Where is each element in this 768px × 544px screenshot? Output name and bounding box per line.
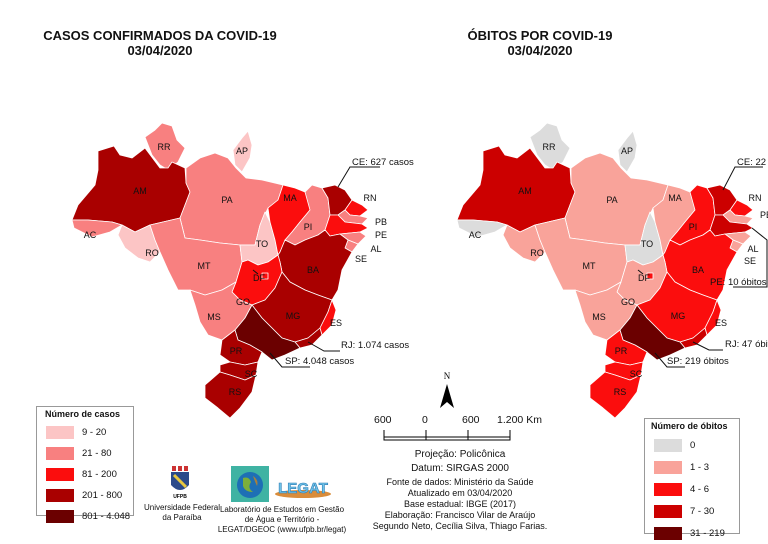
legend-swatch bbox=[46, 468, 74, 481]
state-df[interactable] bbox=[261, 272, 269, 280]
legend-swatch bbox=[654, 460, 682, 474]
cases-title-text: CASOS CONFIRMADOS DA COVID-19 bbox=[43, 28, 277, 43]
deaths-states bbox=[456, 122, 754, 419]
legend-row: 81 - 200 bbox=[46, 464, 133, 485]
authors-text-1: Elaboração: Francisco Vilar de Araújo bbox=[384, 510, 536, 520]
deaths-legend-title: Número de óbitos bbox=[651, 421, 728, 431]
map-credits: Projeção: Policônica Datum: SIRGAS 2000 … bbox=[360, 449, 560, 532]
svg-text:PE: PE bbox=[375, 230, 387, 240]
state-rs[interactable] bbox=[204, 371, 257, 419]
deaths-title-text: ÓBITOS POR COVID-19 bbox=[467, 28, 613, 43]
legend-swatch bbox=[654, 482, 682, 496]
legend-swatch bbox=[654, 438, 682, 452]
state-ro[interactable] bbox=[502, 224, 546, 263]
svg-text:GO: GO bbox=[236, 297, 250, 307]
state-ap[interactable] bbox=[617, 130, 638, 173]
svg-text:PR: PR bbox=[230, 346, 243, 356]
svg-text:MG: MG bbox=[286, 311, 301, 321]
svg-text:PB: PB bbox=[375, 217, 387, 227]
callout-rj-cases: RJ: 1.074 casos bbox=[341, 340, 409, 351]
cases-callouts: CE: 627 casos RJ: 1.074 casos SP: 4.048 … bbox=[252, 157, 414, 368]
svg-text:RO: RO bbox=[145, 248, 159, 258]
north-arrow-icon: N bbox=[440, 371, 454, 408]
svg-text:SE: SE bbox=[355, 254, 367, 264]
svg-text:PA: PA bbox=[221, 195, 232, 205]
ufpb-logo-icon: UFPB bbox=[171, 466, 189, 499]
updated-text: Atualizado em 03/04/2020 bbox=[407, 488, 513, 498]
legend-row: 9 - 20 bbox=[46, 422, 133, 443]
ufpb-caption: Universidade Federal da Paraíba bbox=[143, 503, 221, 522]
svg-text:MT: MT bbox=[198, 261, 211, 271]
legat-globe-logo-icon bbox=[231, 466, 269, 502]
cases-legend: Número de casos 9 - 20 21 - 80 81 - 200 … bbox=[36, 406, 134, 523]
state-ac[interactable] bbox=[456, 219, 508, 238]
legend-swatch bbox=[654, 504, 682, 518]
svg-text:AP: AP bbox=[236, 146, 248, 156]
legend-swatch bbox=[46, 489, 74, 502]
state-rr[interactable] bbox=[144, 122, 186, 171]
svg-text:MA: MA bbox=[283, 193, 297, 203]
svg-text:ES: ES bbox=[330, 318, 342, 328]
cases-state-labels: RR AP AM PA AC RO MT TO MA PI RN PB PE A… bbox=[84, 142, 387, 397]
state-rs[interactable] bbox=[589, 371, 642, 419]
legend-swatch bbox=[654, 526, 682, 540]
svg-text:RR: RR bbox=[158, 142, 171, 152]
deaths-legend: Número de óbitos 0 1 - 3 4 - 6 7 - 30 31… bbox=[644, 418, 740, 540]
deaths-map-title: ÓBITOS POR COVID-19 03/04/2020 bbox=[440, 28, 640, 58]
cases-map-title: CASOS CONFIRMADOS DA COVID-19 03/04/2020 bbox=[40, 28, 280, 58]
legend-row: 21 - 80 bbox=[46, 443, 133, 464]
state-ro[interactable] bbox=[117, 224, 161, 263]
svg-text:DF: DF bbox=[253, 273, 265, 283]
legend-row: 0 bbox=[654, 434, 739, 456]
base-text: Base estadual: IBGE (2017) bbox=[403, 499, 517, 509]
authors-text-2: Segundo Neto, Cecília Silva, Thiago Fari… bbox=[372, 521, 548, 531]
projection-text: Projeção: Policônica bbox=[414, 449, 506, 460]
state-df[interactable] bbox=[646, 272, 654, 280]
legend-row: 801 - 4.048 bbox=[46, 506, 133, 527]
legat-caption: Laboratório de Estudos em Gestão de Água… bbox=[217, 505, 347, 534]
svg-text:AL: AL bbox=[370, 244, 381, 254]
state-ac[interactable] bbox=[71, 219, 123, 238]
source-text: Fonte de dados: Ministério da Saúde bbox=[386, 477, 534, 487]
scale-bar-graphic bbox=[383, 430, 511, 441]
state-pr[interactable] bbox=[219, 329, 263, 366]
svg-text:LEGAT: LEGAT bbox=[278, 480, 328, 497]
cases-title-date: 03/04/2020 bbox=[127, 43, 193, 58]
svg-text:AM: AM bbox=[133, 186, 147, 196]
legend-row: 201 - 800 bbox=[46, 485, 133, 506]
datum-text: Datum: SIRGAS 2000 bbox=[411, 463, 509, 474]
svg-text:MS: MS bbox=[207, 312, 221, 322]
scale-bar: 600 0 600 1.200 Km bbox=[370, 414, 550, 444]
svg-text:TO: TO bbox=[256, 239, 268, 249]
svg-text:N: N bbox=[444, 371, 451, 381]
deaths-title-date: 03/04/2020 bbox=[507, 43, 573, 58]
state-ap[interactable] bbox=[232, 130, 253, 173]
legend-row: 7 - 30 bbox=[654, 500, 739, 522]
callout-sp-cases: SP: 4.048 casos bbox=[285, 356, 354, 367]
legend-row: 4 - 6 bbox=[654, 478, 739, 500]
legend-row: 1 - 3 bbox=[654, 456, 739, 478]
svg-text:BA: BA bbox=[307, 265, 319, 275]
state-pr[interactable] bbox=[604, 329, 648, 366]
cases-legend-title: Número de casos bbox=[45, 409, 121, 419]
svg-text:UFPB: UFPB bbox=[173, 494, 187, 499]
state-rr[interactable] bbox=[529, 122, 571, 171]
svg-text:SC: SC bbox=[245, 369, 258, 379]
legend-swatch bbox=[46, 447, 74, 460]
cases-states bbox=[71, 122, 369, 419]
legend-swatch bbox=[46, 426, 74, 439]
legend-swatch bbox=[46, 510, 74, 523]
svg-text:AC: AC bbox=[84, 230, 97, 240]
callout-ce-cases: CE: 627 casos bbox=[352, 157, 414, 168]
legat-wordmark-logo-icon: LEGAT bbox=[275, 480, 331, 498]
svg-text:RS: RS bbox=[229, 387, 242, 397]
svg-text:RN: RN bbox=[364, 193, 377, 203]
svg-text:PI: PI bbox=[304, 222, 313, 232]
legend-row: 31 - 219 bbox=[654, 522, 739, 544]
